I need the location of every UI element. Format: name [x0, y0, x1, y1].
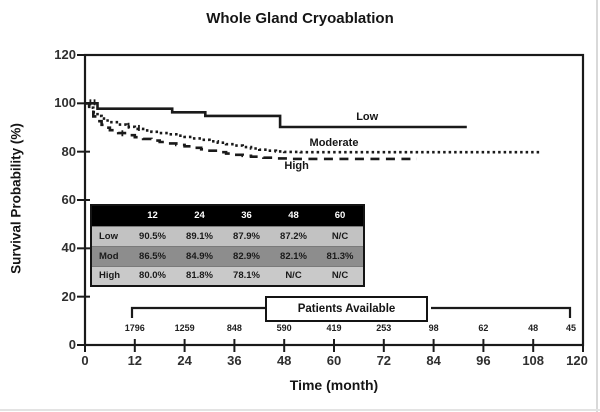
risk-table-header-cell: 48 [270, 205, 317, 226]
risk-table-cell: 82.9% [223, 245, 270, 266]
x-tick-label: 12 [127, 353, 143, 368]
risk-table-row: Low 90.5% 89.1% 87.9% 87.2% N/C [91, 225, 364, 246]
patients-bracket-right [431, 306, 572, 318]
risk-table-cell: 90.5% [129, 225, 176, 246]
x-tick-label: 24 [177, 353, 192, 368]
x-tick-label: 0 [81, 353, 89, 368]
patients-available-label: Patients Available [297, 303, 396, 315]
risk-table-header-cell: 60 [317, 205, 364, 226]
patients-count: 419 [326, 323, 342, 333]
risk-table-header-cell: 24 [176, 205, 223, 226]
y-axis-title: Survival Probability (%) [8, 123, 24, 274]
risk-table-cell: 82.1% [270, 245, 317, 266]
y-tick-label: 0 [68, 337, 76, 352]
risk-table-cell: N/C [270, 265, 317, 286]
patients-count: 1259 [174, 323, 195, 333]
patients-count: 590 [276, 323, 292, 333]
risk-table-cell: 87.2% [270, 225, 317, 246]
x-tick-label: 84 [426, 353, 441, 368]
patients-count: 48 [528, 323, 539, 333]
risk-table-header-cell: 36 [223, 205, 270, 226]
patients-count: 62 [478, 323, 489, 333]
scan-edge-bottom [0, 409, 600, 411]
x-axis-title: Time (month) [289, 377, 379, 393]
risk-table-cell: 81.8% [176, 265, 223, 286]
risk-table-cell: 78.1% [223, 265, 270, 286]
patients-count: 98 [428, 323, 439, 333]
risk-table-row-label: Mod [91, 245, 129, 266]
risk-table-row-label: High [91, 265, 129, 286]
x-tick-label: 108 [522, 353, 545, 368]
risk-table-cell: N/C [317, 265, 364, 286]
y-tick-label: 100 [54, 95, 76, 111]
curve-label-high: High [284, 160, 309, 173]
patients-count: 45 [565, 323, 576, 333]
survival-curve-high [85, 102, 417, 161]
risk-table-header-cell: 12 [129, 205, 176, 226]
survival-curve-low [85, 102, 467, 129]
curve-label-moderate: Moderate [309, 136, 359, 149]
y-tick-label: 20 [61, 288, 76, 304]
y-tick-label: 60 [61, 192, 76, 207]
risk-table-cell: 89.1% [176, 225, 223, 246]
risk-table-cell: 87.9% [223, 225, 270, 246]
risk-table-header-cell [91, 205, 129, 226]
x-tick-label: 48 [276, 353, 292, 368]
risk-table-row: High 80.0% 81.8% 78.1% N/C N/C [91, 265, 364, 286]
patients-available-box: Patients Available [265, 296, 428, 322]
x-tick-label: 120 [566, 353, 588, 368]
scan-edge-right [596, 0, 598, 412]
risk-table-cell: 81.3% [317, 245, 364, 266]
patients-count: 1796 [124, 323, 145, 333]
risk-table-row: Mod 86.5% 84.9% 82.9% 82.1% 81.3% [91, 245, 364, 266]
x-tick-label: 36 [227, 353, 242, 368]
x-tick-label: 72 [376, 353, 392, 368]
curve-label-low: Low [356, 110, 379, 123]
risk-table-row-label: Low [91, 225, 129, 246]
survival-curve-moderate [85, 102, 542, 154]
risk-table-cell: 84.9% [176, 245, 223, 266]
x-tick-label: 96 [476, 353, 491, 368]
x-tick-label: 60 [326, 353, 342, 368]
chart-title: Whole Gland Cryoablation [206, 10, 394, 27]
patients-count: 253 [376, 323, 392, 333]
y-tick-label: 40 [61, 240, 76, 256]
risk-table: 12 24 36 48 60 Low 90.5% 89.1% 87.9% 87.2% N/C Mod 8… [90, 204, 365, 287]
y-tick-label: 120 [54, 47, 76, 62]
risk-table-cell: N/C [317, 225, 364, 246]
patients-bracket-left [130, 306, 265, 318]
patients-count: 848 [226, 323, 242, 333]
y-tick-label: 80 [61, 143, 76, 159]
risk-table-header-row: 12 24 36 48 60 [91, 205, 364, 226]
risk-table-cell: 80.0% [129, 265, 176, 286]
risk-table-cell: 86.5% [129, 245, 176, 266]
